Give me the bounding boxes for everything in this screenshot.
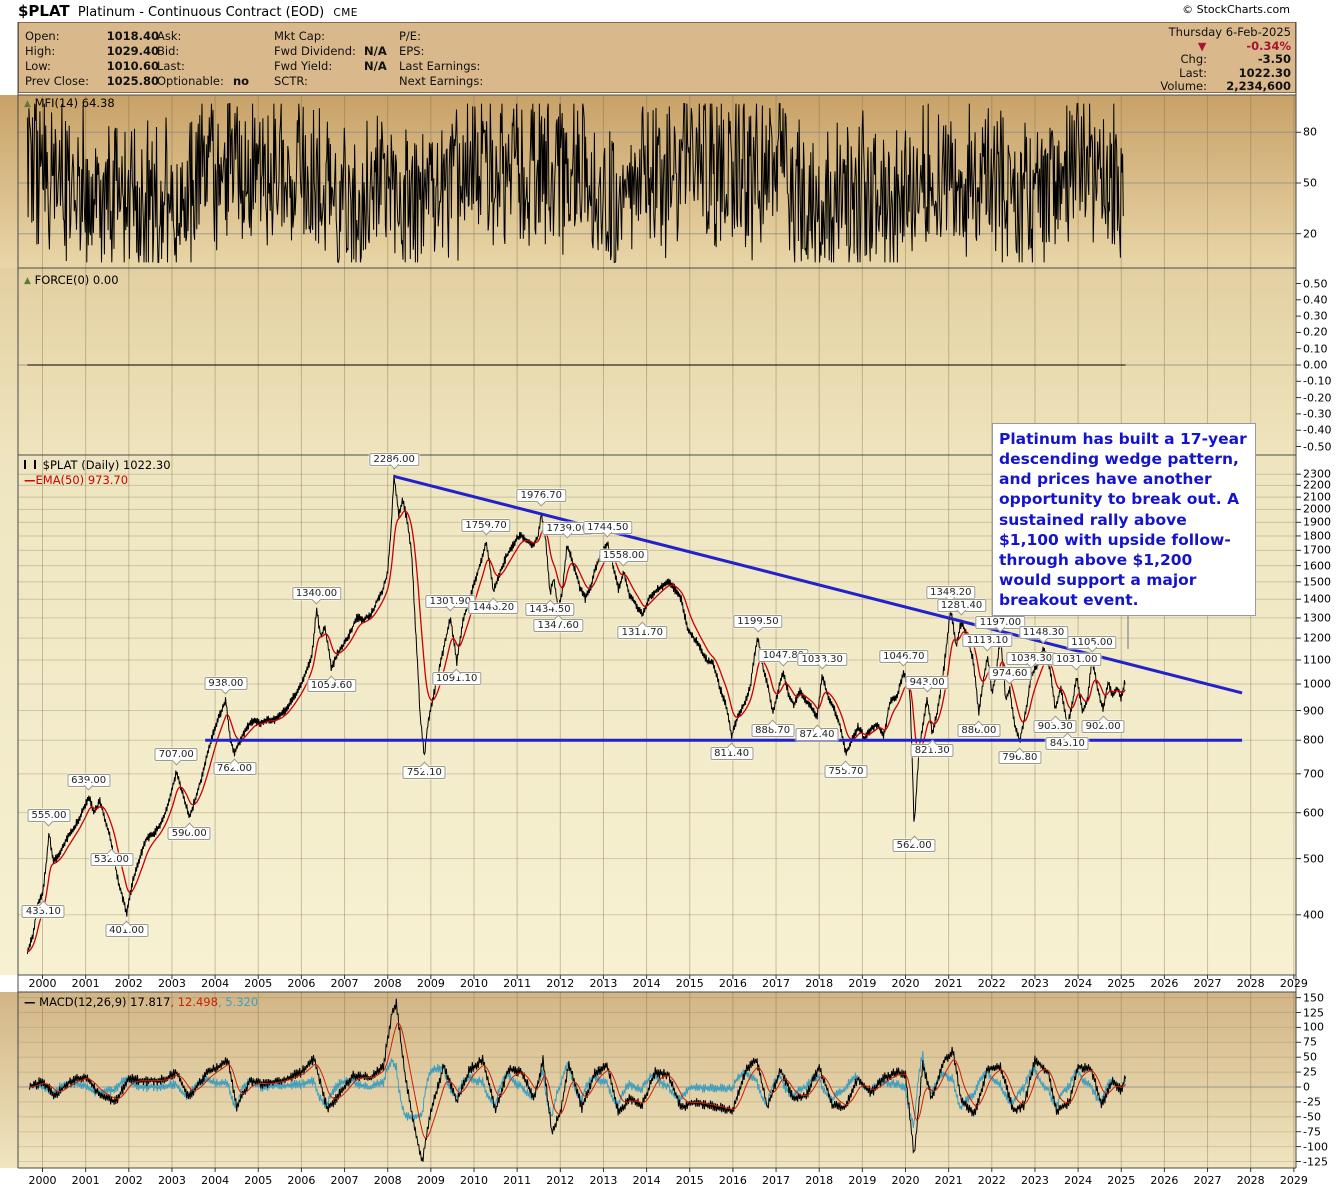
macd-legend-main: MACD(12,26,9) 17.817 (39, 995, 171, 1009)
quote-field-value: 1029.40 (106, 44, 159, 58)
annotation-box: Platinum has built a 17-year descending … (992, 423, 1256, 617)
area-chart-icon: ▲ (24, 276, 31, 286)
quote-field-label: Mkt Cap: (274, 29, 325, 43)
ticker-name: Platinum - Continuous Contract (EOD) (77, 5, 325, 20)
quote-field-label: Low: (25, 59, 51, 73)
down-arrow-icon: ▼ (1197, 39, 1207, 53)
percent-change: -0.34% (1246, 38, 1291, 53)
macd-legend-signal: , 12.498 (170, 995, 218, 1009)
last-value: 1022.30 (1238, 65, 1291, 80)
quote-field-label: Fwd Dividend: (274, 44, 356, 58)
last-label: Last: (1179, 65, 1207, 80)
chg-value: -3.50 (1257, 52, 1291, 66)
exchange-label: CME (333, 7, 358, 19)
quote-field-label: P/E: (399, 29, 421, 43)
quote-column: P/E: EPS: Last Earnings: Next Earnings: (399, 29, 489, 89)
quote-field-label: Fwd Yield: (274, 59, 333, 73)
quote-field-value: 1010.60 (106, 59, 159, 73)
quote-field-label: EPS: (399, 44, 425, 58)
mfi-legend-text: MFI(14) 64.38 (34, 96, 115, 110)
quote-field-value: 1025.80 (106, 74, 159, 88)
quote-field-label: Ask: (157, 29, 182, 43)
volume-label: Volume: (1160, 79, 1207, 93)
quote-field-label: Prev Close: (25, 74, 89, 88)
ticker-symbol: $PLAT (18, 2, 70, 20)
quote-field-label: Next Earnings: (399, 74, 484, 88)
force-legend: ▲ FORCE(0) 0.00 (24, 273, 119, 287)
volume-value: 2,234,600 (1226, 79, 1291, 93)
copyright: © StockCharts.com (1182, 3, 1290, 16)
candlestick-icon (24, 460, 36, 469)
quote-field-label: Optionable: (157, 74, 224, 88)
annotation-text: Platinum has built a 17-year descending … (999, 430, 1247, 610)
quote-field-label: Bid: (157, 44, 180, 58)
line-swatch-icon: — (24, 995, 36, 1009)
macd-legend-hist: , 5.320 (217, 995, 259, 1009)
quote-field-value: N/A (364, 59, 387, 73)
quote-field-value: N/A (364, 44, 387, 58)
quote-column: Mkt Cap: Fwd Dividend: N/A Fwd Yield: N/A SCT… (274, 29, 387, 89)
price-legend-text: $PLAT (Daily) 1022.30 (42, 458, 171, 472)
ema-legend: —EMA(50) 973.70 (24, 473, 128, 487)
quote-field-label: Last Earnings: (399, 59, 481, 73)
line-swatch-icon: — (24, 473, 36, 487)
quote-field-label: SCTR: (274, 74, 308, 88)
quote-panel: Open: 1018.40 High: 1029.40 Low: 1010.60 Prev … (18, 22, 1296, 93)
area-chart-icon: ▲ (24, 99, 31, 109)
chg-label: Chg: (1180, 52, 1208, 66)
quote-field-label: Open: (25, 29, 60, 43)
price-legend: $PLAT (Daily) 1022.30 (24, 458, 171, 472)
quote-field-label: Last: (157, 59, 185, 73)
quote-field-value: no (233, 74, 250, 88)
title-bar: $PLAT Platinum - Continuous Contract (EO… (18, 2, 1322, 20)
quote-field-label: High: (25, 44, 56, 58)
mfi-legend: ▲ MFI(14) 64.38 (24, 96, 115, 110)
force-legend-text: FORCE(0) 0.00 (34, 273, 119, 287)
macd-legend: — MACD(12,26,9) 17.817, 12.498, 5.320 (24, 995, 258, 1009)
quote-column: Open: 1018.40 High: 1029.40 Low: 1010.60 Prev … (25, 29, 159, 89)
quote-summary: Thursday 6-Feb-2025 ▼ -0.34% Chg: -3.50 La… (1041, 25, 1291, 94)
quote-column: Ask: Bid: Last: Optionable: no (157, 29, 249, 89)
date-label: Thursday 6-Feb-2025 (1168, 25, 1291, 39)
quote-field-value: 1018.40 (106, 29, 159, 43)
ema-legend-text: EMA(50) 973.70 (35, 473, 129, 487)
